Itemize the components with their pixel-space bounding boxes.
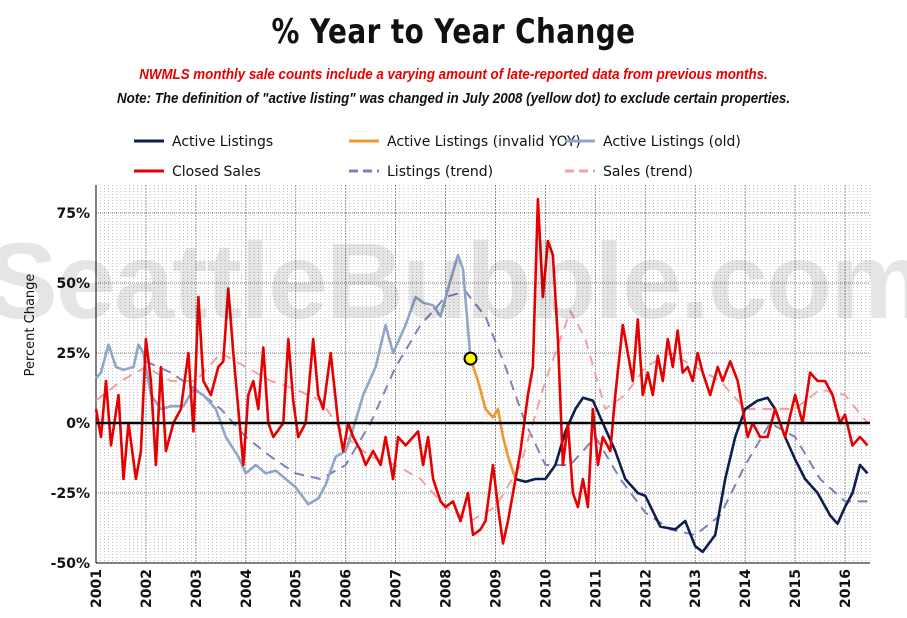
note-definition-change: Note: The definition of "active listing"… [116,91,791,107]
x-tick-label: 2016 [838,569,854,608]
y-tick-label: 75% [56,206,90,222]
y-tick-label: 25% [56,346,90,362]
legend-label-closed-sales: Closed Sales [172,164,261,180]
y-tick-label: 0% [66,416,90,432]
legend: Active Listings Active Listings (invalid … [134,134,741,180]
series-line-active-listings [515,396,869,554]
legend-label-sales-trend: Sales (trend) [603,164,693,180]
y-tick-label: -25% [51,486,90,502]
x-tick-label: 2015 [788,569,804,608]
x-tick-label: 2002 [139,569,155,608]
x-tick-label: 2001 [89,569,105,608]
definition-change-marker [463,351,478,366]
y-tick-label: 50% [56,276,90,292]
x-tick-label: 2003 [189,569,205,608]
x-tick-label: 2011 [588,569,604,608]
x-tick-label: 2010 [538,569,554,608]
x-tick-label: 2009 [488,569,504,608]
y-axis-title: Percent Change [23,274,38,377]
series-line-closed-sales [94,197,869,545]
note-late-reported: NWMLS monthly sale counts include a vary… [139,67,768,83]
legend-label-listings-trend: Listings (trend) [387,164,493,180]
x-tick-label: 2007 [389,569,405,608]
series-line-listings-trend [145,290,868,536]
x-tick-label: 2005 [289,569,305,608]
x-tick-label: 2013 [688,569,704,608]
x-tick-label: 2012 [638,569,654,608]
chart-title: % Year to Year Change [271,12,636,52]
series-line-sales-trend [95,310,869,522]
watermark: SeattleBubble.com [0,220,907,341]
x-tick-label: 2014 [738,569,754,608]
plot-area: -50% -25% 0% 25% 50% 75% 2001 2002 2003 2004 2005 2… [51,185,871,608]
legend-label-active-listings: Active Listings [172,134,273,150]
x-tick-label: 2008 [439,569,455,608]
x-tick-label: 2006 [339,569,355,608]
x-tick-label: 2004 [239,569,255,608]
legend-label-active-listings-invalid: Active Listings (invalid YOY) [387,134,581,150]
series-line-active-listings-old [95,253,472,506]
y-tick-label: -50% [51,556,90,572]
series-line-active-listings-invalid [469,358,517,480]
legend-label-active-listings-old: Active Listings (old) [603,134,741,150]
